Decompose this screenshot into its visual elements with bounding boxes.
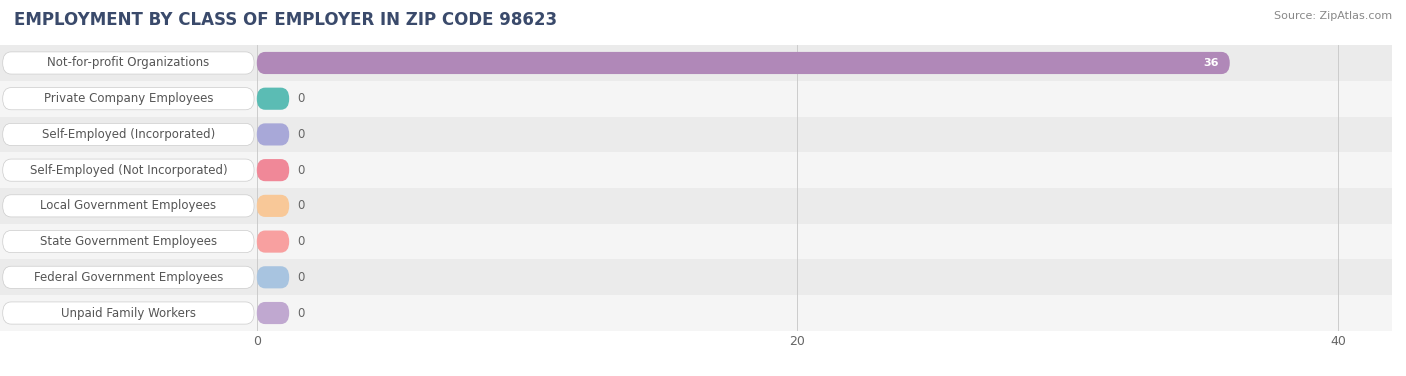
Text: 0: 0 xyxy=(297,128,305,141)
FancyBboxPatch shape xyxy=(257,302,290,324)
FancyBboxPatch shape xyxy=(0,117,1392,152)
Text: State Government Employees: State Government Employees xyxy=(39,235,217,248)
FancyBboxPatch shape xyxy=(0,259,1392,295)
FancyBboxPatch shape xyxy=(257,230,290,253)
FancyBboxPatch shape xyxy=(0,45,1392,81)
Text: 36: 36 xyxy=(1204,58,1219,68)
Text: 0: 0 xyxy=(297,164,305,177)
FancyBboxPatch shape xyxy=(257,159,290,181)
Text: 0: 0 xyxy=(297,235,305,248)
FancyBboxPatch shape xyxy=(0,152,1392,188)
Text: Private Company Employees: Private Company Employees xyxy=(44,92,214,105)
FancyBboxPatch shape xyxy=(3,195,254,217)
FancyBboxPatch shape xyxy=(257,52,1230,74)
Text: Source: ZipAtlas.com: Source: ZipAtlas.com xyxy=(1274,11,1392,21)
FancyBboxPatch shape xyxy=(257,195,290,217)
FancyBboxPatch shape xyxy=(0,81,1392,117)
Text: Self-Employed (Incorporated): Self-Employed (Incorporated) xyxy=(42,128,215,141)
FancyBboxPatch shape xyxy=(0,224,1392,259)
FancyBboxPatch shape xyxy=(257,88,290,110)
FancyBboxPatch shape xyxy=(3,159,254,181)
FancyBboxPatch shape xyxy=(3,302,254,324)
Text: Self-Employed (Not Incorporated): Self-Employed (Not Incorporated) xyxy=(30,164,228,177)
Text: 0: 0 xyxy=(297,92,305,105)
FancyBboxPatch shape xyxy=(3,123,254,146)
FancyBboxPatch shape xyxy=(0,188,1392,224)
Text: 0: 0 xyxy=(297,199,305,212)
FancyBboxPatch shape xyxy=(3,52,254,74)
FancyBboxPatch shape xyxy=(3,266,254,288)
Text: 0: 0 xyxy=(297,271,305,284)
Text: Local Government Employees: Local Government Employees xyxy=(41,199,217,212)
FancyBboxPatch shape xyxy=(0,295,1392,331)
FancyBboxPatch shape xyxy=(257,123,290,146)
FancyBboxPatch shape xyxy=(3,230,254,253)
FancyBboxPatch shape xyxy=(257,266,290,288)
Text: Federal Government Employees: Federal Government Employees xyxy=(34,271,224,284)
Text: Unpaid Family Workers: Unpaid Family Workers xyxy=(60,306,195,320)
Text: 0: 0 xyxy=(297,306,305,320)
FancyBboxPatch shape xyxy=(3,88,254,110)
Text: Not-for-profit Organizations: Not-for-profit Organizations xyxy=(48,56,209,70)
Text: EMPLOYMENT BY CLASS OF EMPLOYER IN ZIP CODE 98623: EMPLOYMENT BY CLASS OF EMPLOYER IN ZIP C… xyxy=(14,11,557,29)
